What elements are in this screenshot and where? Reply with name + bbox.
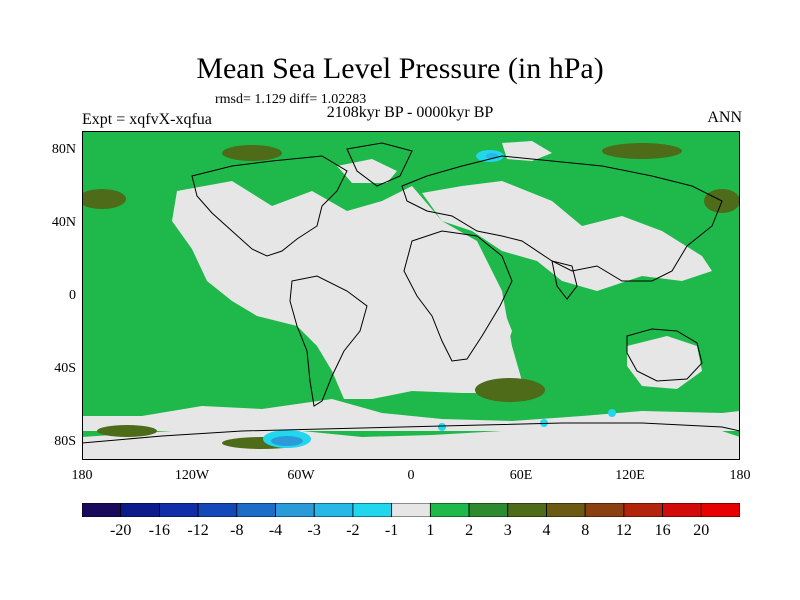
colorbar-tick-label: -3 (307, 522, 321, 539)
lon-label-0: 0 (407, 468, 415, 483)
lon-label-120e: 120E (615, 468, 645, 483)
period-label: 2108kyr BP - 0000kyr BP (326, 104, 494, 121)
colorbar-tick-label: -4 (268, 522, 283, 539)
colorbar-swatch (82, 503, 122, 517)
colorbar-swatch (391, 503, 431, 517)
season-label: ANN (707, 109, 742, 126)
experiment-label: Expt = xqfvX-xqfua (82, 111, 212, 128)
lat-label-80n: 80N (51, 142, 76, 157)
colorbar-swatch (313, 503, 354, 517)
colorbar-swatch (197, 503, 238, 517)
colorbar-tick-label: -1 (384, 522, 399, 539)
colorbar-tick-label: 20 (693, 522, 710, 539)
lat-label-40s: 40S (54, 361, 76, 376)
colorbar-tick-label: -2 (346, 522, 360, 539)
lat-label-0: 0 (69, 288, 76, 303)
colorbar-tick-label: -12 (187, 522, 209, 539)
colorbar-swatch (236, 503, 276, 517)
colorbar-swatch (662, 503, 702, 517)
pressure-map (82, 131, 740, 460)
colorbar-tick-label: 8 (581, 522, 590, 539)
coastlines (82, 142, 740, 444)
lat-label-40n: 40N (51, 215, 76, 230)
lon-label-180-left: 180 (71, 468, 93, 483)
colorbar-swatch (546, 503, 586, 517)
colorbar-tick-label: 4 (542, 522, 551, 539)
colorbar-tick-label: -16 (148, 522, 171, 539)
colorbar-swatch (700, 503, 740, 517)
colorbar-swatch (623, 503, 663, 517)
colorbar-swatch (584, 503, 625, 517)
lon-label-60w: 60W (287, 468, 315, 483)
colorbar-tick-label: 12 (615, 522, 632, 539)
map-frame (82, 131, 740, 460)
chart-title: Mean Sea Level Pressure (in hPa) (196, 52, 604, 85)
colorbar-swatch (275, 503, 315, 517)
colorbar-tick-label: -20 (110, 522, 132, 539)
lon-label-180-right: 180 (729, 468, 751, 483)
colorbar-tick-label: 16 (654, 522, 671, 539)
neutral-regions (82, 141, 740, 460)
rmsd-diff-stats: rmsd= 1.129 diff= 1.02283 (215, 92, 367, 107)
negative-regions (263, 150, 616, 448)
colorbar-tick-label: 3 (503, 522, 512, 539)
colorbar-swatch (352, 503, 393, 517)
colorbar-swatch (159, 503, 199, 517)
colorbar-swatch (429, 503, 470, 517)
colorbar-swatch (468, 503, 509, 517)
colorbar-tick-label: 1 (426, 522, 435, 539)
lon-label-60e: 60E (509, 468, 533, 483)
colorbar-tick-label: 2 (465, 522, 474, 539)
colorbar-swatch (120, 503, 160, 517)
colorbar (82, 503, 740, 517)
lat-label-80s: 80S (54, 434, 76, 449)
lon-label-120w: 120W (174, 468, 210, 483)
colorbar-swatch (507, 503, 547, 517)
colorbar-tick-label: -8 (230, 522, 244, 539)
